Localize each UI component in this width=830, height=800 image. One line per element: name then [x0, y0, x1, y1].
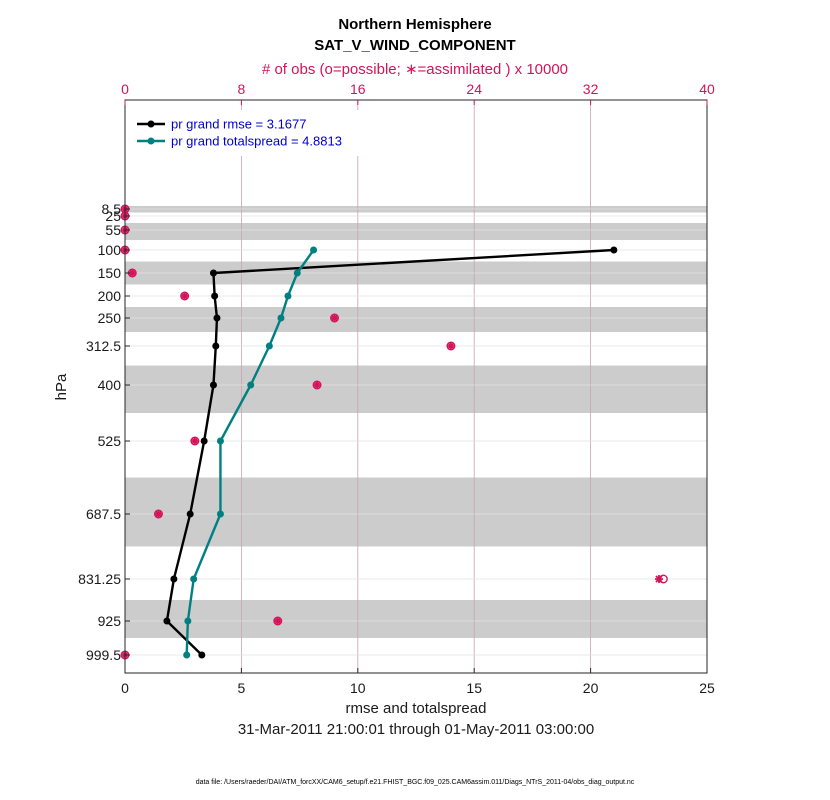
totalspread-point-150	[293, 269, 301, 277]
y-tick-label-999.5: 999.5	[86, 647, 121, 663]
y-tick-label-831.25: 831.25	[78, 571, 121, 587]
top-tick-label-16: 16	[350, 81, 366, 97]
chart-title: Northern Hemisphere	[338, 16, 491, 33]
totalspread-point-831.25	[190, 575, 198, 583]
top-tick-label-0: 0	[121, 81, 129, 97]
legend-spread-marker	[147, 137, 155, 145]
level-band-400	[125, 365, 707, 413]
x-tick-label-5: 5	[238, 680, 246, 696]
rmse-point-312.5	[212, 342, 220, 350]
rmse-point-100	[610, 246, 618, 254]
obs-assimilated-312.5	[446, 342, 455, 350]
totalspread-point-687.5	[216, 510, 224, 518]
y-tick-label-200: 200	[98, 288, 122, 304]
top-tick-label-32: 32	[583, 81, 599, 97]
x-tick-label-20: 20	[583, 680, 599, 696]
totalspread-point-525	[216, 437, 224, 445]
totalspread-point-925	[184, 617, 192, 625]
rmse-point-687.5	[186, 510, 194, 518]
obs-assimilated-200	[180, 292, 189, 300]
totalspread-point-312.5	[265, 342, 273, 350]
level-band-925	[125, 600, 707, 638]
y-tick-label-525: 525	[98, 433, 122, 449]
top-tick-label-40: 40	[699, 81, 715, 97]
chart-subtitle: SAT_V_WIND_COMPONENT	[314, 37, 515, 54]
totalspread-point-400	[247, 381, 255, 389]
totalspread-point-999.5	[183, 651, 191, 659]
obs-assimilated-150	[128, 269, 137, 277]
data-series	[163, 246, 618, 659]
rmse-point-525	[200, 437, 208, 445]
rmse-point-999.5	[198, 651, 206, 659]
totalspread-point-100	[310, 246, 318, 254]
x-tick-label-10: 10	[350, 680, 366, 696]
rmse-point-925	[163, 617, 171, 625]
y-tick-label-100: 100	[98, 242, 122, 258]
top-axis-label: # of obs (o=possible; ∗=assimilated ) x …	[262, 61, 568, 78]
y-tick-label-55: 55	[105, 222, 121, 238]
obs-assimilated-250	[330, 314, 339, 322]
totalspread-point-250	[277, 314, 285, 322]
y-tick-label-400: 400	[98, 377, 122, 393]
top-axis-ticks: 0 8 16 24 32 40	[121, 81, 715, 105]
legend-box	[132, 110, 370, 156]
top-tick-label-24: 24	[466, 81, 482, 97]
obs-assimilated-400	[313, 381, 322, 389]
level-band-250	[125, 307, 707, 332]
rmse-point-200	[211, 292, 219, 300]
obs-assimilated-525	[190, 437, 199, 445]
obs-assimilated-925	[273, 617, 282, 625]
y-tick-label-312.5: 312.5	[86, 338, 121, 354]
legend-rmse-marker	[147, 120, 155, 128]
level-band-55	[125, 223, 707, 240]
plot-frame	[124, 99, 708, 674]
y-tick-label-925: 925	[98, 613, 122, 629]
y-tick-label-8.5: 8.5	[102, 201, 122, 217]
y-tick-label-687.5: 687.5	[86, 506, 121, 522]
x-axis-ticks: 0 5 10 15 20 25	[121, 668, 715, 696]
x-tick-label-15: 15	[466, 680, 482, 696]
obs-assimilated-831.25	[654, 575, 663, 583]
rmse-point-150	[209, 269, 217, 277]
footnote: data file: /Users/raeder/DAI/ATM_forcXX/…	[196, 779, 635, 786]
y-tick-label-25: 25	[105, 208, 121, 224]
top-tick-label-8: 8	[238, 81, 246, 97]
x-axis-label: rmse and totalspread	[346, 700, 487, 717]
rmse-point-831.25	[170, 575, 178, 583]
legend-rmse-text: pr grand rmse = 3.1677	[171, 117, 307, 132]
y-axis-label: hPa	[53, 373, 70, 400]
y-tick-label-250: 250	[98, 310, 122, 326]
obs-assimilated-687.5	[154, 510, 163, 518]
legend: pr grand rmse = 3.1677 pr grand totalspr…	[132, 110, 370, 156]
date-range: 31-Mar-2011 21:00:01 through 01-May-2011…	[238, 721, 594, 738]
y-tick-label-150: 150	[98, 265, 122, 281]
x-tick-label-25: 25	[699, 680, 715, 696]
totalspread-point-200	[284, 292, 292, 300]
rmse-point-250	[213, 314, 221, 322]
rmse-point-400	[209, 381, 217, 389]
legend-spread-text: pr grand totalspread = 4.8813	[171, 134, 342, 149]
x-tick-label-0: 0	[121, 680, 129, 696]
